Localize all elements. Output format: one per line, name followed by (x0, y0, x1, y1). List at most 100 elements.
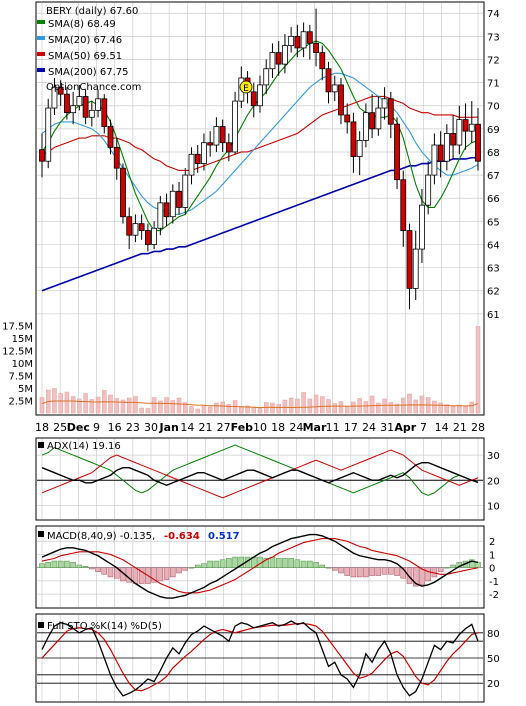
candle-down (176, 190, 182, 208)
earnings-marker-circle (239, 80, 253, 94)
macd-histogram-bar (89, 567, 95, 570)
x-tick-label: 23 (126, 421, 140, 434)
x-tick-label: 24 (362, 421, 376, 434)
candle-up (288, 35, 295, 47)
volume-bar (214, 402, 219, 414)
stoch-grid (37, 615, 483, 701)
legend: BERY (daily) 67.60 SMA(8) 68.49 SMA(20) … (37, 6, 141, 93)
volume-bar (344, 406, 350, 414)
volume-bar (189, 406, 194, 414)
volume-tick-label: 7.5M (8, 372, 33, 383)
x-axis: 18 25 Dec 9 16 23 30 Jan 14 21 27 Feb 10 18 24 Mar 11 17 2… (35, 421, 485, 434)
volume-bar (369, 395, 375, 414)
candle-down (344, 114, 351, 123)
candle-up (419, 204, 425, 250)
earnings-marker: E (239, 80, 253, 94)
volume-bar (151, 397, 157, 414)
price-tick-label: 73 (487, 32, 500, 43)
volume-bar (444, 404, 450, 414)
candle-up (213, 126, 220, 146)
x-tick-label: 21 (453, 421, 467, 434)
candle-down (101, 98, 108, 127)
volume-bar (450, 405, 456, 414)
candle-down (120, 167, 126, 218)
candle-up (425, 174, 432, 206)
candle-up (70, 105, 77, 114)
volume-bar (70, 396, 76, 414)
candle-up (132, 223, 139, 236)
macd-panel: 2 1 0 -1 -2 MACD(8,40,9) -0.135, -0.634 0.51… (35, 525, 499, 609)
stoch-tick-label: 20 (487, 679, 500, 690)
candle-down (394, 123, 400, 181)
x-tick-label: Jan (158, 421, 178, 434)
macd-histogram-bar (313, 562, 319, 568)
volume-bar (176, 397, 182, 414)
macd-histogram-bar (194, 564, 201, 568)
macd-tick-label: 1 (489, 550, 495, 561)
candle-up (375, 107, 382, 130)
volume-bar (108, 394, 113, 414)
candle-up (282, 45, 288, 65)
candle-down (313, 42, 319, 53)
x-tick-label: Mar (303, 421, 327, 434)
candle-up (381, 98, 388, 109)
candle-up (169, 190, 176, 218)
candle-up (300, 31, 307, 49)
macd-histogram-bar (338, 567, 344, 574)
volume-bar (245, 405, 250, 414)
macd-histogram-bar (207, 560, 213, 568)
volume-bar (332, 403, 337, 414)
macd-histogram (39, 556, 481, 587)
macd-histogram-bar (232, 556, 238, 568)
stoch-panel: 80 50 20 Full STO %K(14) %D(5) (35, 613, 500, 703)
candle-up (51, 86, 58, 109)
x-tick-label: Dec (67, 421, 90, 434)
volume-average-line (41, 400, 479, 409)
macd-histogram-bar (450, 564, 456, 568)
volume-bar (363, 401, 369, 414)
x-tick-label: Apr (394, 421, 416, 434)
adx-swatch (38, 442, 44, 448)
candle-down (450, 133, 456, 146)
legend-swatch-sma20 (37, 36, 45, 40)
candle-down (138, 223, 145, 231)
macd-histogram-bar (163, 567, 170, 580)
stoch-d-line (41, 622, 479, 692)
volume-bar (220, 401, 225, 414)
price-tick-label: 71 (487, 79, 500, 90)
candle-down (437, 144, 444, 162)
x-tick-label: 18 (35, 421, 49, 434)
macd-histogram-bar (325, 567, 332, 569)
price-tick-label: 66 (487, 194, 500, 205)
candle-down (250, 91, 257, 107)
candle-down (338, 84, 344, 116)
x-tick-label: 21 (199, 421, 213, 434)
price-tick-label: 63 (487, 264, 500, 275)
candle-down (144, 230, 151, 245)
x-tick-label: 28 (471, 421, 485, 434)
macd-histogram-bar (226, 558, 232, 568)
x-tick-label: 16 (108, 421, 122, 434)
adx-grid (37, 439, 483, 519)
macd-histogram-bar (381, 567, 388, 575)
macd-histogram-bar (294, 559, 301, 568)
candle-up (76, 96, 83, 107)
candle-up (188, 153, 195, 176)
candle-up (263, 68, 270, 86)
volume-bar (351, 401, 356, 414)
adx-tick-label: 30 (487, 451, 500, 462)
macd-histogram-bar (213, 560, 220, 568)
candle-up (331, 84, 338, 93)
macd-histogram-bar (70, 562, 76, 568)
volume-bar (307, 398, 313, 414)
adx-line (41, 461, 479, 487)
volume-bar (475, 326, 481, 414)
candle-up (362, 112, 369, 141)
legend-sma8: SMA(8) 68.49 (48, 19, 116, 30)
candle-down (82, 96, 89, 118)
price-grid (37, 3, 483, 414)
macd-histogram-bar (138, 567, 145, 584)
minus-di-line (41, 449, 479, 499)
adx-panel: 10 20 30 ADX(14) 19.16 (35, 437, 500, 521)
